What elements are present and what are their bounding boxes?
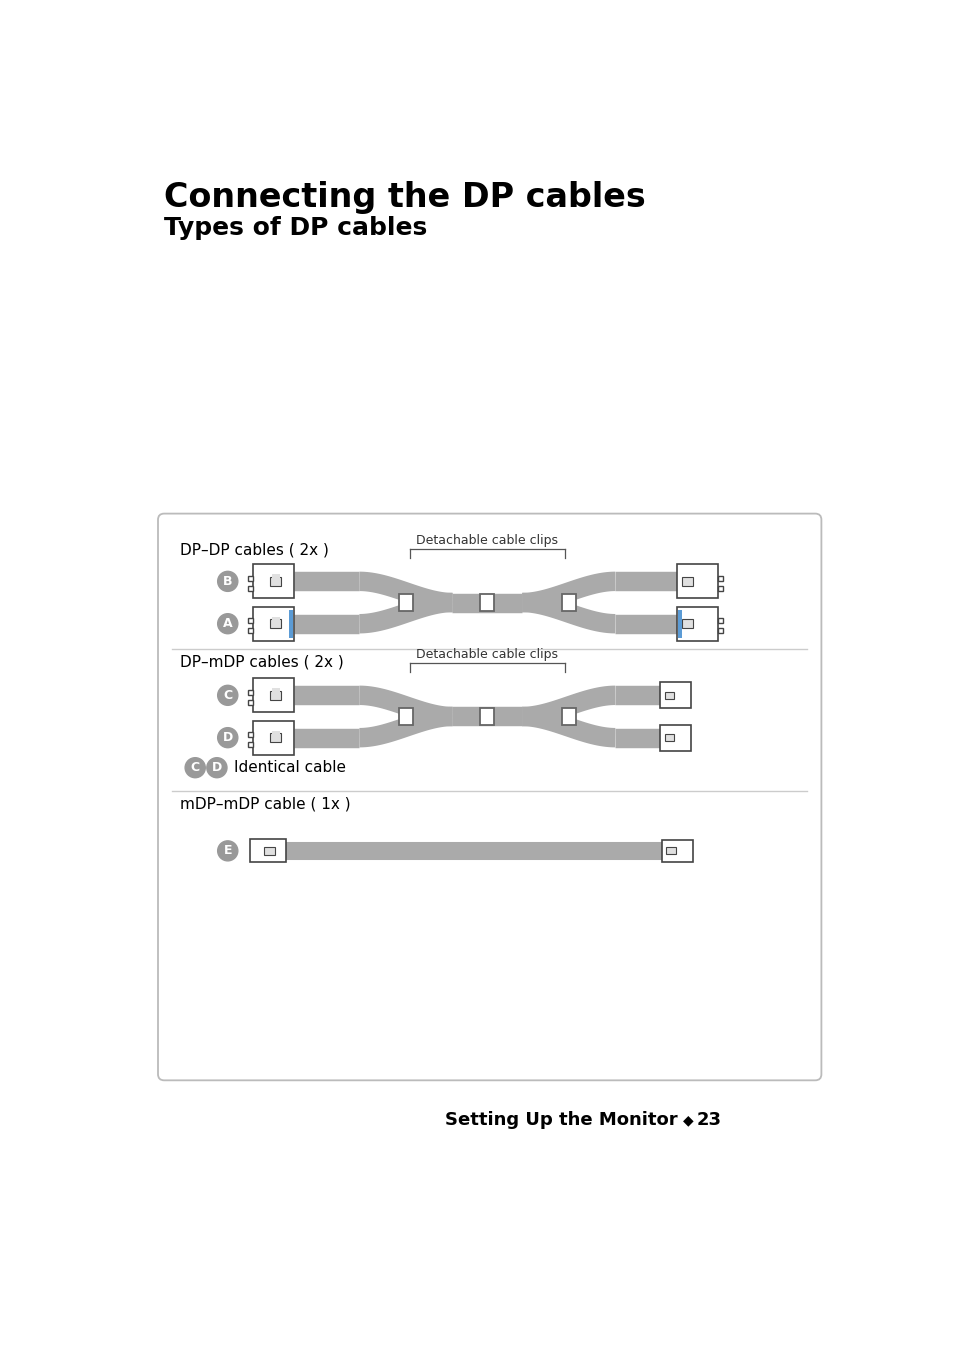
Bar <box>250 839 286 862</box>
Bar <box>664 692 674 699</box>
Text: 23: 23 <box>696 1112 720 1129</box>
Circle shape <box>217 613 237 634</box>
Text: Types of DP cables: Types of DP cables <box>164 215 427 240</box>
Text: A: A <box>223 617 233 630</box>
Bar <box>677 607 717 640</box>
Circle shape <box>217 727 237 747</box>
Bar <box>248 617 253 623</box>
Bar <box>398 708 413 724</box>
Text: Detachable cable clips: Detachable cable clips <box>416 647 558 661</box>
Bar <box>480 708 494 724</box>
FancyBboxPatch shape <box>158 513 821 1080</box>
Text: ◆: ◆ <box>682 1113 694 1128</box>
Circle shape <box>207 758 227 777</box>
Bar <box>270 577 281 586</box>
Bar <box>681 619 692 628</box>
Bar <box>659 724 691 750</box>
Bar <box>248 733 253 738</box>
Bar <box>272 688 279 693</box>
Text: D: D <box>222 731 233 745</box>
Bar <box>270 733 281 742</box>
Bar <box>248 628 253 634</box>
Bar <box>561 708 575 724</box>
Bar <box>717 575 722 581</box>
Bar <box>561 594 575 611</box>
Text: Setting Up the Monitor: Setting Up the Monitor <box>444 1112 677 1129</box>
Bar <box>253 678 294 712</box>
Bar <box>717 628 722 634</box>
Bar <box>248 700 253 705</box>
Bar <box>270 691 281 700</box>
Text: Connecting the DP cables: Connecting the DP cables <box>164 181 645 214</box>
Bar <box>398 594 413 611</box>
Bar <box>717 617 722 623</box>
Text: DP–mDP cables ( 2x ): DP–mDP cables ( 2x ) <box>179 654 343 669</box>
Bar <box>717 585 722 590</box>
Bar <box>678 609 681 638</box>
Text: Identical cable: Identical cable <box>233 760 346 776</box>
Circle shape <box>217 841 237 861</box>
Text: mDP–mDP cable ( 1x ): mDP–mDP cable ( 1x ) <box>179 798 350 812</box>
Bar <box>248 689 253 695</box>
Bar <box>264 848 274 854</box>
Bar <box>659 682 691 708</box>
Bar <box>664 734 674 741</box>
Bar <box>272 574 279 580</box>
Bar <box>661 839 692 861</box>
Bar <box>248 585 253 590</box>
Text: C: C <box>223 689 233 701</box>
Bar <box>272 617 279 621</box>
Text: C: C <box>191 761 199 774</box>
Text: B: B <box>223 575 233 588</box>
Circle shape <box>217 685 237 705</box>
Bar <box>270 619 281 628</box>
Circle shape <box>217 571 237 592</box>
Bar <box>289 609 293 638</box>
Bar <box>253 565 294 598</box>
Bar <box>272 731 279 735</box>
Bar <box>248 742 253 747</box>
Bar <box>248 575 253 581</box>
Text: E: E <box>223 845 232 857</box>
Bar <box>253 720 294 754</box>
Text: DP–DP cables ( 2x ): DP–DP cables ( 2x ) <box>179 543 328 558</box>
Bar <box>253 607 294 640</box>
Text: Detachable cable clips: Detachable cable clips <box>416 533 558 547</box>
Text: D: D <box>212 761 222 774</box>
Circle shape <box>185 758 205 777</box>
Bar <box>677 565 717 598</box>
Bar <box>681 577 692 586</box>
Bar <box>666 848 675 854</box>
Bar <box>480 594 494 611</box>
